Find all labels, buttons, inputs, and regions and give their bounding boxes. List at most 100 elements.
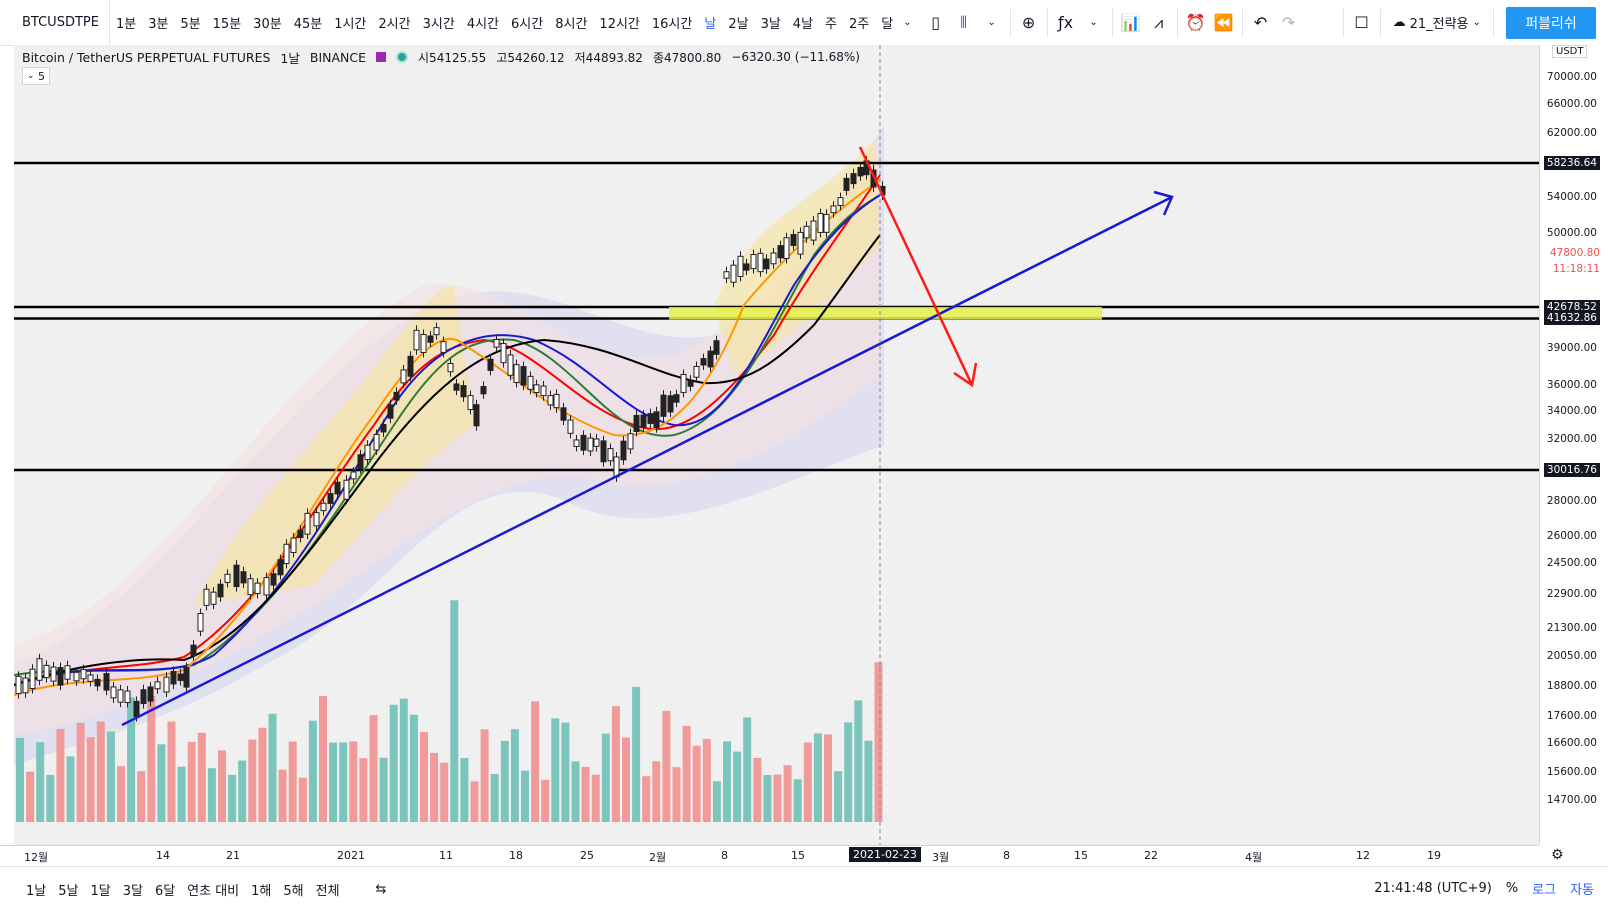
candle-body — [823, 213, 830, 233]
volume-bar — [551, 718, 560, 822]
candle-body — [700, 358, 707, 366]
gear-icon[interactable]: ⚙ — [1551, 847, 1564, 863]
volume-bar — [157, 744, 166, 822]
range-7[interactable]: 5해 — [283, 884, 304, 899]
timeframe-2[interactable]: 5분 — [180, 17, 201, 32]
chevron-down-icon[interactable]: ⌄ — [903, 17, 912, 28]
candle-body — [43, 664, 50, 679]
range-5[interactable]: 연초 대비 — [187, 884, 240, 899]
timeframe-19[interactable]: 2주 — [849, 17, 870, 32]
volume-bar — [500, 740, 509, 822]
volume-bar — [803, 742, 812, 822]
indicators-icon[interactable]: ƒx — [1058, 13, 1074, 32]
symbol-search[interactable]: BTCUSDTPE — [0, 0, 110, 45]
financials-icon[interactable]: 📊 — [1120, 13, 1141, 32]
compare-add-icon[interactable]: ⊕ — [1021, 13, 1036, 32]
timeframe-0[interactable]: 1분 — [115, 17, 137, 32]
candle-body — [783, 237, 790, 259]
range-8[interactable]: 전체 — [315, 884, 340, 899]
chart-pane[interactable] — [14, 45, 1539, 845]
candle-body — [327, 492, 334, 504]
timeframe-20[interactable]: 달 — [881, 17, 894, 32]
timeframe-18[interactable]: 주 — [825, 17, 837, 32]
volume-bar — [66, 756, 75, 822]
trendline-arrowhead — [1153, 190, 1174, 216]
undo-icon[interactable]: ↶ — [1253, 13, 1268, 32]
price-scale[interactable]: 70000.00 66000.00 62000.00 54000.00 50000.00… — [1539, 45, 1608, 845]
alert-icon[interactable]: ⏰ — [1185, 13, 1206, 32]
candle-body — [224, 573, 231, 583]
range-6[interactable]: 1해 — [251, 884, 272, 899]
candle-body — [850, 173, 857, 185]
timeframe-1[interactable]: 3분 — [148, 17, 169, 32]
auto-toggle[interactable]: 자동 — [1570, 883, 1594, 898]
timeframe-3[interactable]: 15분 — [212, 17, 242, 32]
red-arrowhead — [953, 362, 978, 388]
time-tick: 25 — [580, 849, 594, 862]
volume-bar — [106, 731, 115, 822]
percent-toggle[interactable]: % — [1505, 881, 1519, 896]
price-tick: 34000.00 — [1546, 405, 1597, 418]
fullscreen-box-icon[interactable]: ☐ — [1354, 13, 1369, 32]
candle-style-icon[interactable]: ⫴ — [960, 12, 967, 32]
price-chart[interactable] — [14, 45, 1539, 845]
templates-icon[interactable]: ⩘ — [1154, 12, 1164, 32]
range-3[interactable]: 3달 — [122, 884, 143, 899]
range-4[interactable]: 6달 — [154, 884, 176, 899]
legend-open: 시54125.55 — [418, 50, 487, 65]
chevron-down-icon: ⌄ — [26, 71, 35, 81]
candle-body — [640, 414, 647, 428]
bar-style-icon[interactable]: ▯ — [931, 13, 940, 32]
timeframe-14[interactable]: 날 — [704, 17, 717, 32]
timeframe-16[interactable]: 3날 — [760, 17, 781, 32]
timeframe-17[interactable]: 4날 — [792, 17, 814, 32]
range-2[interactable]: 1달 — [90, 884, 111, 899]
time-tick: 11 — [439, 849, 453, 862]
candle-body — [313, 512, 320, 527]
volume-bar — [137, 771, 146, 822]
time-tick: 3월 — [932, 851, 950, 864]
timeframe-9[interactable]: 4시간 — [466, 17, 500, 32]
replay-icon[interactable]: ⏪ — [1213, 13, 1234, 32]
timeframe-4[interactable]: 30분 — [253, 17, 282, 32]
range-0[interactable]: 1날 — [26, 884, 47, 899]
timeframe-11[interactable]: 8시간 — [555, 17, 588, 32]
candle-body — [183, 666, 190, 688]
layout-selector[interactable]: ☁ 21_전략용 ⌄ — [1385, 13, 1489, 32]
log-toggle[interactable]: 로그 — [1532, 883, 1557, 898]
goto-date-icon[interactable]: ⇆ — [375, 882, 387, 897]
candle-body — [573, 439, 580, 447]
volume-bar — [844, 722, 853, 822]
candle-body — [453, 383, 460, 391]
timeframe-5[interactable]: 45분 — [293, 17, 323, 32]
range-1[interactable]: 5날 — [58, 884, 79, 899]
chevron-down-icon[interactable]: ⌄ — [987, 17, 996, 28]
chevron-down-icon[interactable]: ⌄ — [1089, 17, 1098, 28]
price-tick: 36000.00 — [1546, 378, 1597, 391]
timeframe-10[interactable]: 6시간 — [511, 17, 544, 32]
legend-collapse-button[interactable]: ⌄ 5 — [22, 67, 50, 85]
candle-body — [50, 666, 57, 682]
timeframe-15[interactable]: 2날 — [728, 17, 749, 32]
candle-body — [810, 220, 817, 241]
timeframe-8[interactable]: 3시간 — [422, 17, 455, 32]
timeframe-7[interactable]: 2시간 — [378, 17, 411, 32]
publish-button[interactable]: 퍼블리쉬 — [1506, 7, 1596, 39]
timeframe-12[interactable]: 12시간 — [599, 17, 640, 32]
time-scale[interactable]: 12월 14 21 2021 11 18 25 2월 8 15 3월 8 15 22 4월 12 19 2021-… — [0, 845, 1539, 866]
timeframe-13[interactable]: 16시간 — [651, 17, 693, 32]
candle-body — [117, 689, 124, 703]
volume-bar — [753, 757, 762, 822]
volume-bar — [379, 757, 388, 822]
candle-body — [350, 471, 357, 480]
volume-bar — [581, 766, 590, 822]
redo-icon[interactable]: ↷ — [1281, 13, 1296, 32]
candle-body — [723, 271, 730, 279]
candle-body — [750, 254, 757, 270]
price-tick: 32000.00 — [1546, 433, 1597, 446]
layout-name: 21_전략용 — [1409, 17, 1469, 32]
volume-bar — [824, 734, 832, 822]
volume-bar — [561, 722, 570, 822]
timeframe-6[interactable]: 1시간 — [334, 17, 367, 32]
volume-bar — [36, 742, 45, 822]
